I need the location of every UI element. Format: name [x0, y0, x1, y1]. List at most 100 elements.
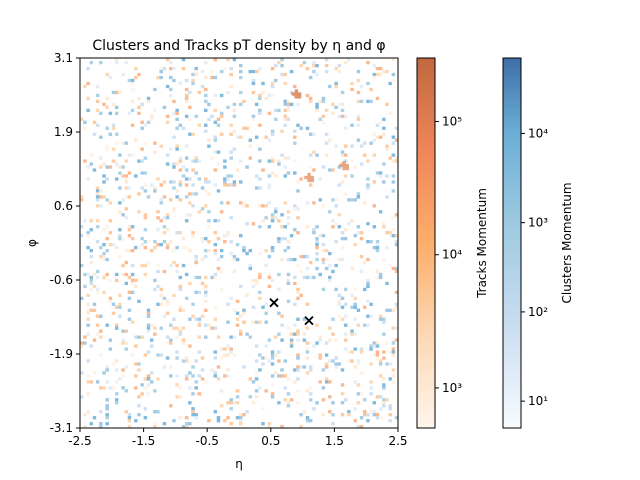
heatmap-cell	[318, 198, 322, 202]
heatmap-cell	[324, 132, 329, 136]
heatmap-cell	[146, 392, 151, 396]
x-tick-label: -0.5	[195, 434, 218, 448]
heatmap-cell	[286, 102, 291, 107]
heatmap-cell	[308, 392, 313, 396]
heatmap-cell	[165, 120, 170, 124]
heatmap-cell	[143, 213, 148, 217]
heatmap-cell	[366, 278, 370, 283]
heatmap-cell	[184, 416, 189, 420]
heatmap-cell	[178, 332, 183, 336]
heatmap-cell	[391, 135, 396, 139]
colorbar-tick-label: 10⁴	[528, 126, 548, 140]
heatmap-cell	[388, 407, 392, 411]
heatmap-cell	[283, 359, 287, 363]
heatmap-cell	[385, 362, 389, 366]
heatmap-cell	[251, 81, 256, 86]
heatmap-cell	[137, 105, 141, 110]
heatmap-cell	[175, 147, 179, 151]
heatmap-cell	[175, 117, 179, 121]
heatmap-cell	[223, 180, 227, 184]
heatmap-cell	[375, 66, 380, 71]
heatmap-cell	[223, 347, 227, 351]
heatmap-cell	[347, 198, 351, 202]
heatmap-cell	[350, 198, 354, 202]
heatmap-cell	[130, 263, 135, 268]
heatmap-cell	[283, 99, 287, 104]
heatmap-cell	[302, 410, 307, 414]
heatmap-cell	[175, 111, 179, 115]
heatmap-cell	[328, 395, 332, 399]
heatmap-cell	[308, 165, 313, 169]
heatmap-cell	[194, 359, 198, 363]
heatmap-cell	[181, 341, 186, 345]
heatmap-cell	[105, 248, 109, 253]
heatmap-cell	[153, 87, 157, 92]
heatmap-cell	[175, 269, 179, 274]
heatmap-cell	[204, 335, 208, 339]
heatmap-cell	[321, 96, 326, 101]
heatmap-cell	[146, 240, 151, 244]
heatmap-cell	[267, 275, 272, 280]
heatmap-cell	[366, 81, 370, 86]
heatmap-cell	[134, 75, 138, 80]
heatmap-cell	[89, 254, 94, 259]
heatmap-cell	[258, 66, 262, 71]
heatmap-cell	[86, 108, 90, 113]
heatmap-cell	[382, 222, 386, 226]
heatmap-cell	[204, 237, 208, 241]
heatmap-cell	[114, 141, 119, 145]
heatmap-cell	[162, 216, 167, 220]
heatmap-cell	[293, 207, 297, 211]
heatmap-cell	[378, 374, 383, 378]
heatmap-cell	[124, 159, 128, 163]
heatmap-cell	[347, 222, 351, 226]
heatmap-cell	[277, 374, 281, 378]
heatmap-cell	[315, 63, 319, 68]
heatmap-cell	[286, 222, 291, 226]
heatmap-cell	[210, 275, 214, 280]
heatmap-cell	[169, 93, 173, 98]
heatmap-cell	[372, 153, 377, 157]
heatmap-cell	[372, 344, 377, 348]
heatmap-cell	[165, 243, 170, 247]
heatmap-cell	[312, 63, 316, 68]
heatmap-cell	[289, 102, 294, 107]
heatmap-cell	[258, 290, 262, 295]
heatmap-cell	[194, 159, 198, 163]
heatmap-cell	[356, 90, 361, 95]
heatmap-cell	[324, 69, 329, 74]
tracks-colorbar	[416, 57, 436, 429]
heatmap-cell	[200, 281, 205, 286]
heatmap-cell	[385, 174, 389, 178]
heatmap-cell	[270, 383, 275, 387]
heatmap-cell	[353, 365, 357, 369]
heatmap-cell	[89, 422, 94, 426]
heatmap-cell	[324, 266, 329, 271]
heatmap-cell	[121, 165, 125, 169]
heatmap-cell	[286, 108, 291, 113]
heatmap-cell	[191, 159, 195, 163]
heatmap-cell	[308, 419, 313, 423]
heatmap-cell	[337, 183, 342, 187]
heatmap-cell	[149, 338, 154, 342]
heatmap-cell	[356, 362, 361, 366]
x-axis-label: η	[235, 457, 243, 471]
heatmap-cell	[388, 377, 392, 381]
heatmap-cell	[305, 347, 310, 351]
heatmap-cell	[229, 123, 233, 127]
heatmap-cell	[359, 237, 364, 241]
heatmap-cell	[289, 234, 294, 238]
heatmap-cell	[213, 326, 218, 330]
colorbar-tick-label: 10²	[528, 305, 548, 319]
heatmap-cell	[318, 353, 322, 357]
heatmap-cell	[321, 234, 326, 238]
heatmap-cell	[134, 344, 138, 348]
heatmap-cell	[296, 263, 300, 268]
heatmap-cell	[277, 350, 281, 354]
heatmap-cell	[191, 81, 195, 86]
heatmap-cell	[258, 225, 262, 229]
heatmap-cell	[273, 117, 278, 121]
heatmap-cell	[178, 308, 183, 312]
heatmap-cell	[204, 284, 208, 289]
heatmap-cell	[229, 296, 233, 300]
